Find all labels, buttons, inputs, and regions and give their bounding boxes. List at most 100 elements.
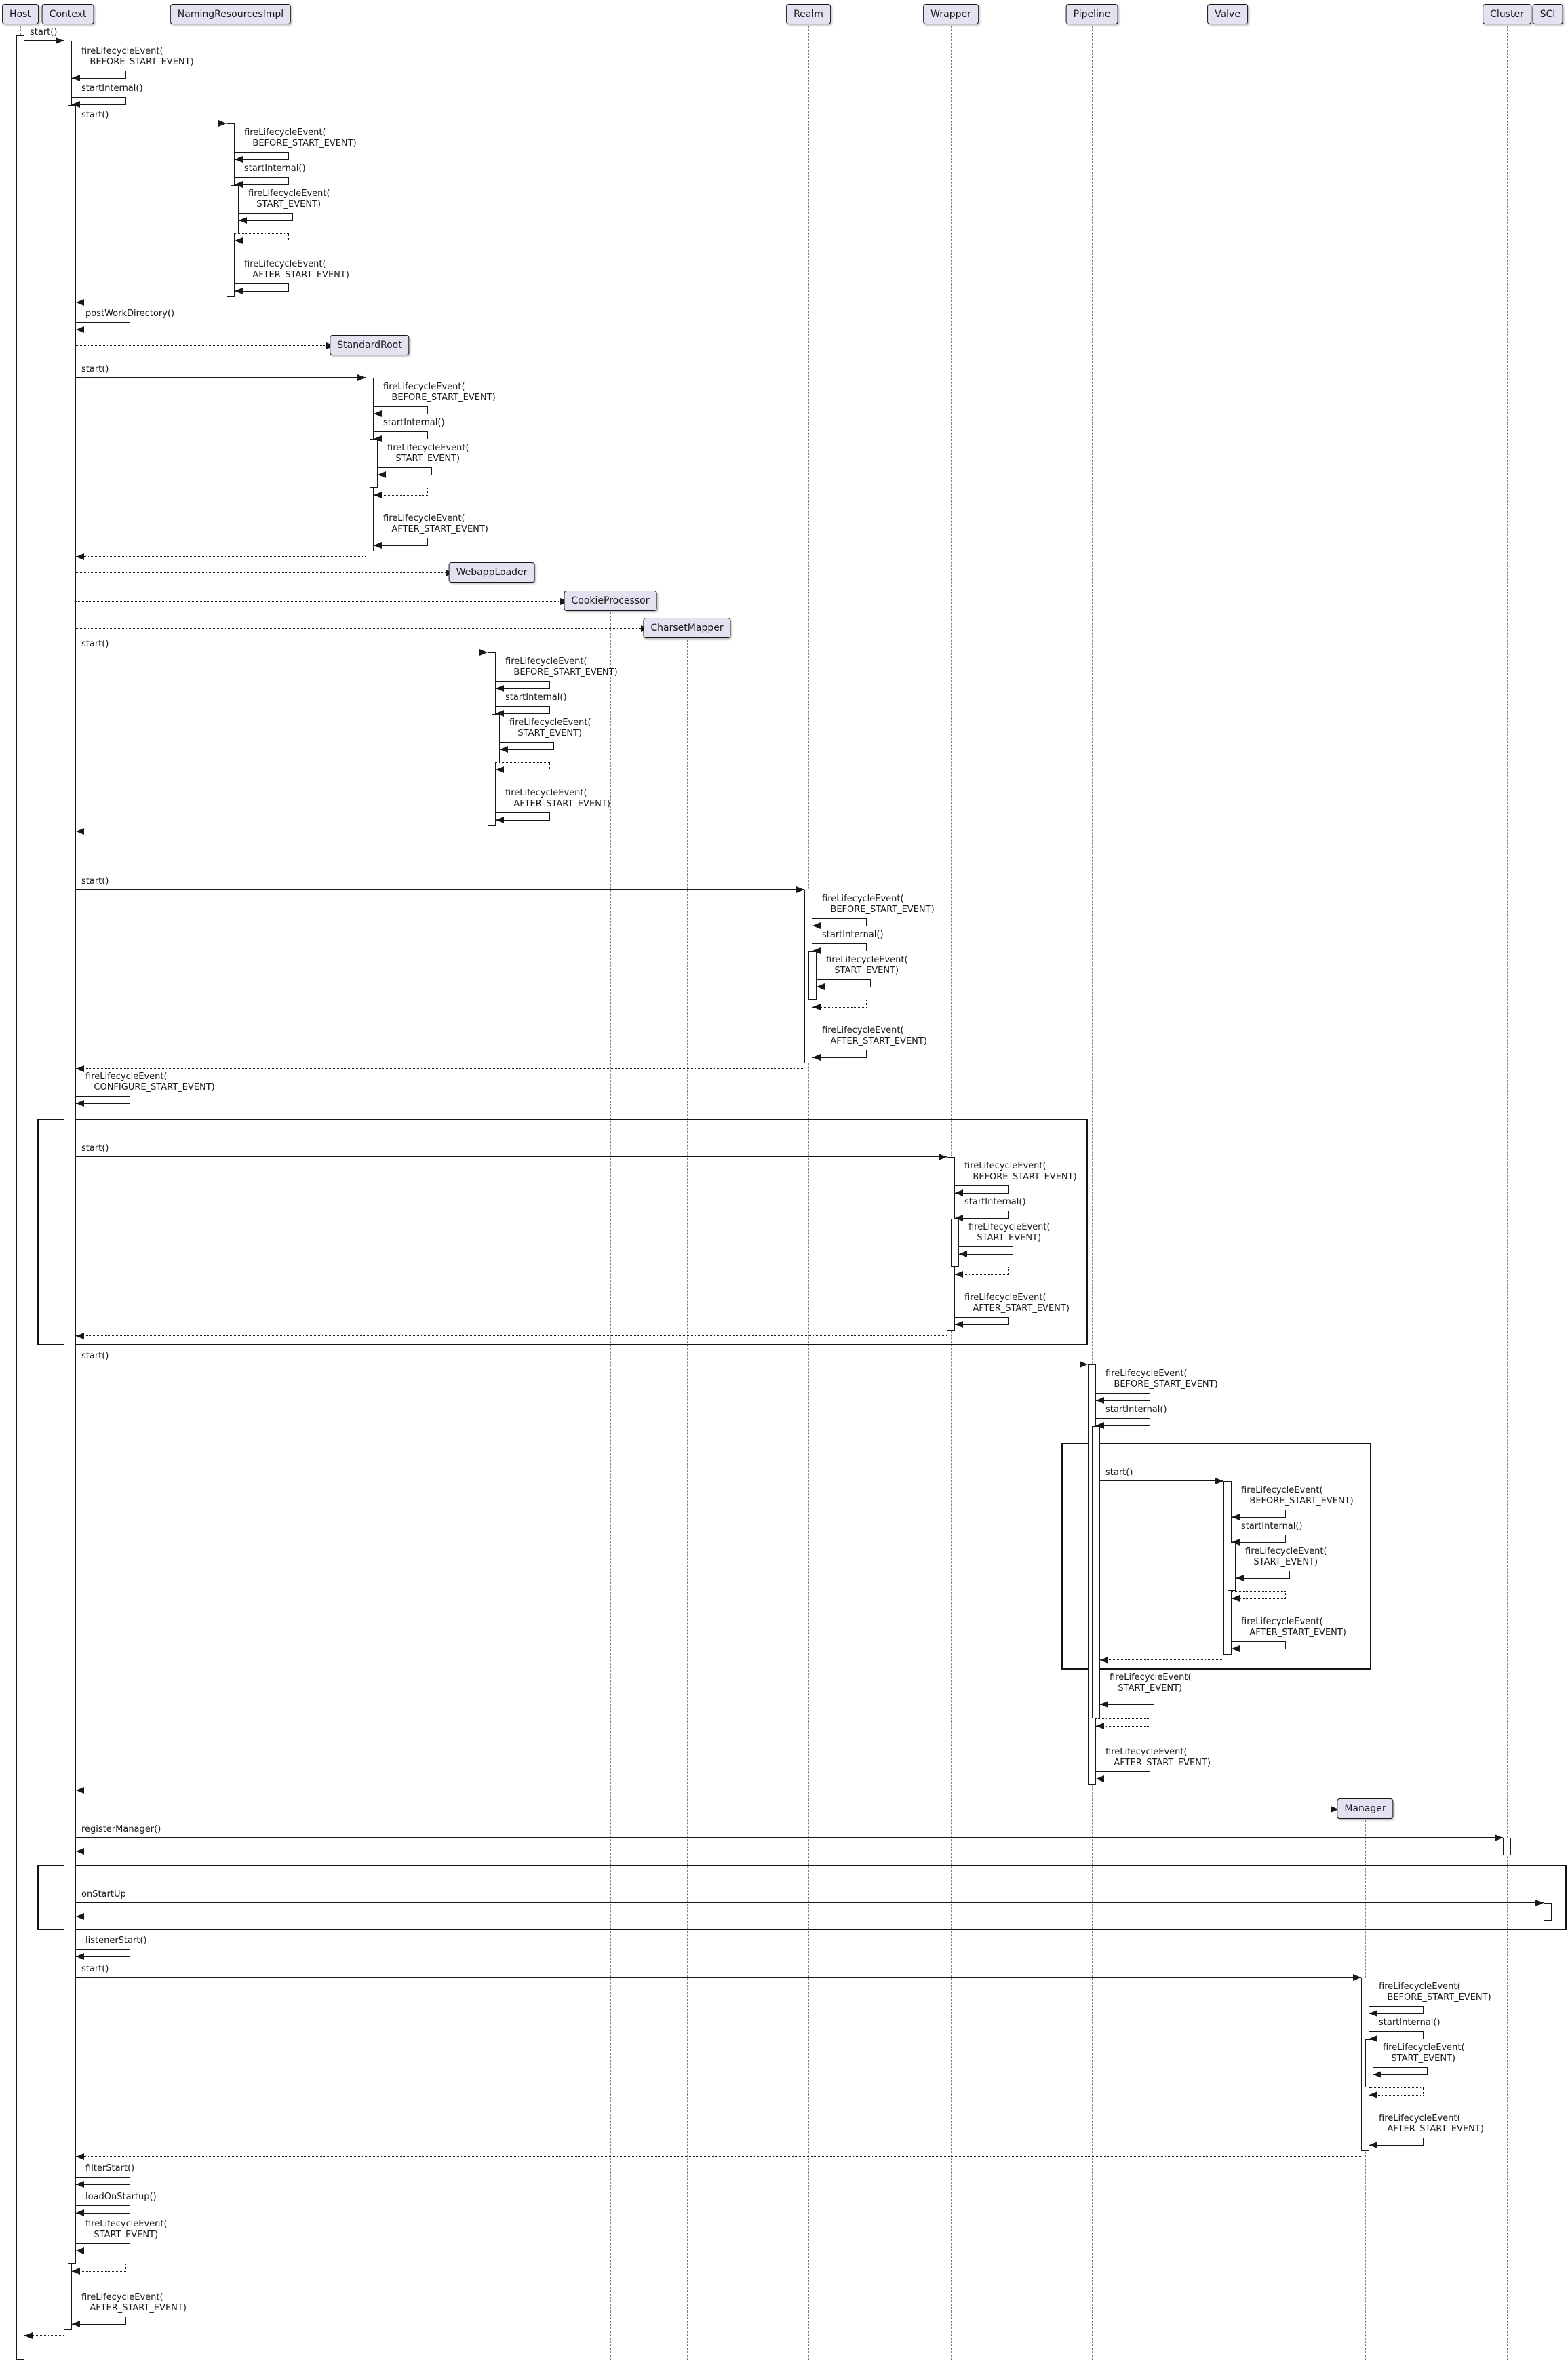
message-self-25-label: fireLifecycleEvent( START_EVENT) (509, 717, 591, 739)
message-return-70-arrowhead (76, 2153, 84, 2160)
message-self-40-loop (959, 1246, 1013, 1255)
message-self-6-loop (239, 213, 293, 221)
frame-wrapper (37, 1119, 1088, 1345)
message-call-37-line (76, 1156, 947, 1158)
message-call-29-arrowhead (796, 886, 804, 893)
message-call-64-line (76, 1977, 1361, 1978)
message-self-45-loop (1096, 1393, 1150, 1401)
message-self-66-label: startInternal() (1379, 2018, 1440, 2028)
message-self-66-arrowhead (1369, 2035, 1377, 2042)
message-call-37-arrowhead (939, 1154, 947, 1160)
message-self-2-label: startInternal() (81, 83, 143, 94)
message-self-42-arrowhead (955, 1321, 963, 1328)
message-call-59-arrowhead (1495, 1834, 1503, 1841)
message-self-69-label: fireLifecycleEvent( AFTER_START_EVENT) (1379, 2113, 1484, 2134)
message-self-41-loop (955, 1267, 1009, 1275)
message-call-59-label: registerManager() (81, 1824, 161, 1834)
lifeline-realm (808, 26, 809, 2360)
message-self-50-loop (1236, 1571, 1290, 1579)
message-self-73-arrowhead (76, 2247, 84, 2254)
message-self-5-arrowhead (235, 181, 243, 188)
message-self-31-arrowhead (812, 947, 821, 954)
message-call-12-arrowhead (357, 374, 366, 381)
message-self-26-loop (496, 762, 550, 770)
message-return-76-line (24, 2335, 64, 2336)
message-call-3-label: start() (81, 110, 109, 120)
message-return-57-arrowhead (76, 1787, 84, 1794)
message-self-45-label: fireLifecycleEvent( BEFORE_START_EVENT) (1105, 1369, 1218, 1390)
frame-valve (1061, 1443, 1371, 1670)
message-call-44-arrowhead (1080, 1361, 1088, 1368)
message-self-38-label: fireLifecycleEvent( BEFORE_START_EVENT) (964, 1161, 1077, 1182)
valve-act-nested (1228, 1543, 1236, 1591)
message-self-36-label: fireLifecycleEvent( CONFIGURE_START_EVEN… (85, 1071, 215, 1093)
message-self-41-arrowhead (955, 1271, 963, 1278)
message-self-30-arrowhead (812, 922, 821, 929)
message-self-25-loop (500, 742, 554, 750)
message-call-12-label: start() (81, 364, 109, 374)
message-self-13-arrowhead (374, 410, 382, 417)
message-call-64-label: start() (81, 1964, 109, 1974)
message-self-73-label: fireLifecycleEvent( START_EVENT) (85, 2219, 168, 2240)
message-self-4-loop (235, 152, 289, 160)
message-self-56-arrowhead (1096, 1775, 1104, 1782)
message-self-46-label: startInternal() (1105, 1404, 1167, 1415)
message-create-58-arrowhead (1331, 1806, 1339, 1813)
message-self-14-loop (374, 431, 428, 439)
message-self-68-arrowhead (1369, 2091, 1377, 2098)
message-self-63-arrowhead (76, 1953, 84, 1960)
message-self-48-label: fireLifecycleEvent( BEFORE_START_EVENT) (1241, 1485, 1354, 1506)
message-self-33-loop (812, 1000, 867, 1008)
message-self-8-arrowhead (235, 288, 243, 294)
participant-webapploader: WebappLoader (448, 562, 535, 583)
message-return-18-arrowhead (76, 553, 84, 560)
message-self-25-arrowhead (500, 746, 508, 753)
message-self-14-label: startInternal() (383, 418, 445, 428)
message-self-49-arrowhead (1232, 1539, 1240, 1546)
participant-host: Host (2, 4, 39, 24)
message-self-74-loop (72, 2264, 126, 2272)
message-self-49-loop (1232, 1535, 1286, 1543)
manager-act-nested (1365, 2039, 1373, 2087)
realm-act-nested (808, 951, 817, 1000)
message-self-54-loop (1100, 1697, 1154, 1705)
message-self-56-loop (1096, 1771, 1150, 1779)
message-self-13-label: fireLifecycleEvent( BEFORE_START_EVENT) (383, 382, 496, 403)
message-return-35-line (76, 1068, 804, 1069)
message-create-20-line (76, 601, 568, 602)
message-call-12-line (76, 377, 366, 378)
message-self-55-arrowhead (1096, 1723, 1104, 1729)
message-self-51-loop (1232, 1591, 1286, 1599)
message-self-56-label: fireLifecycleEvent( AFTER_START_EVENT) (1105, 1747, 1211, 1768)
message-self-32-arrowhead (817, 983, 825, 990)
message-self-39-label: startInternal() (964, 1197, 1026, 1207)
message-self-42-loop (955, 1317, 1009, 1325)
message-self-16-arrowhead (374, 492, 382, 498)
message-self-46-loop (1096, 1418, 1150, 1426)
message-self-38-arrowhead (955, 1189, 963, 1196)
message-call-3-arrowhead (218, 120, 227, 127)
message-self-66-loop (1369, 2031, 1424, 2039)
message-self-31-loop (812, 943, 867, 951)
message-create-21-line (76, 628, 649, 629)
message-self-1-arrowhead (72, 75, 80, 81)
message-return-62-arrowhead (76, 1913, 84, 1920)
message-self-15-loop (378, 467, 432, 475)
message-call-37-label: start() (81, 1143, 109, 1154)
message-return-43-arrowhead (76, 1333, 84, 1339)
message-self-49-label: startInternal() (1241, 1521, 1303, 1531)
participant-context: Context (41, 4, 94, 24)
message-self-14-arrowhead (374, 435, 382, 442)
message-call-61-label: onStartUp (81, 1889, 126, 1900)
message-self-32-loop (817, 979, 871, 987)
message-self-6-arrowhead (239, 217, 247, 224)
message-self-24-arrowhead (496, 710, 504, 717)
message-self-17-loop (374, 538, 428, 546)
message-self-54-label: fireLifecycleEvent( START_EVENT) (1110, 1672, 1192, 1693)
message-self-2-loop (72, 97, 126, 105)
message-self-75-loop (72, 2317, 126, 2325)
participant-cookieprocessor: CookieProcessor (564, 591, 657, 611)
message-self-1-loop (72, 71, 126, 79)
message-self-54-arrowhead (1100, 1701, 1108, 1708)
